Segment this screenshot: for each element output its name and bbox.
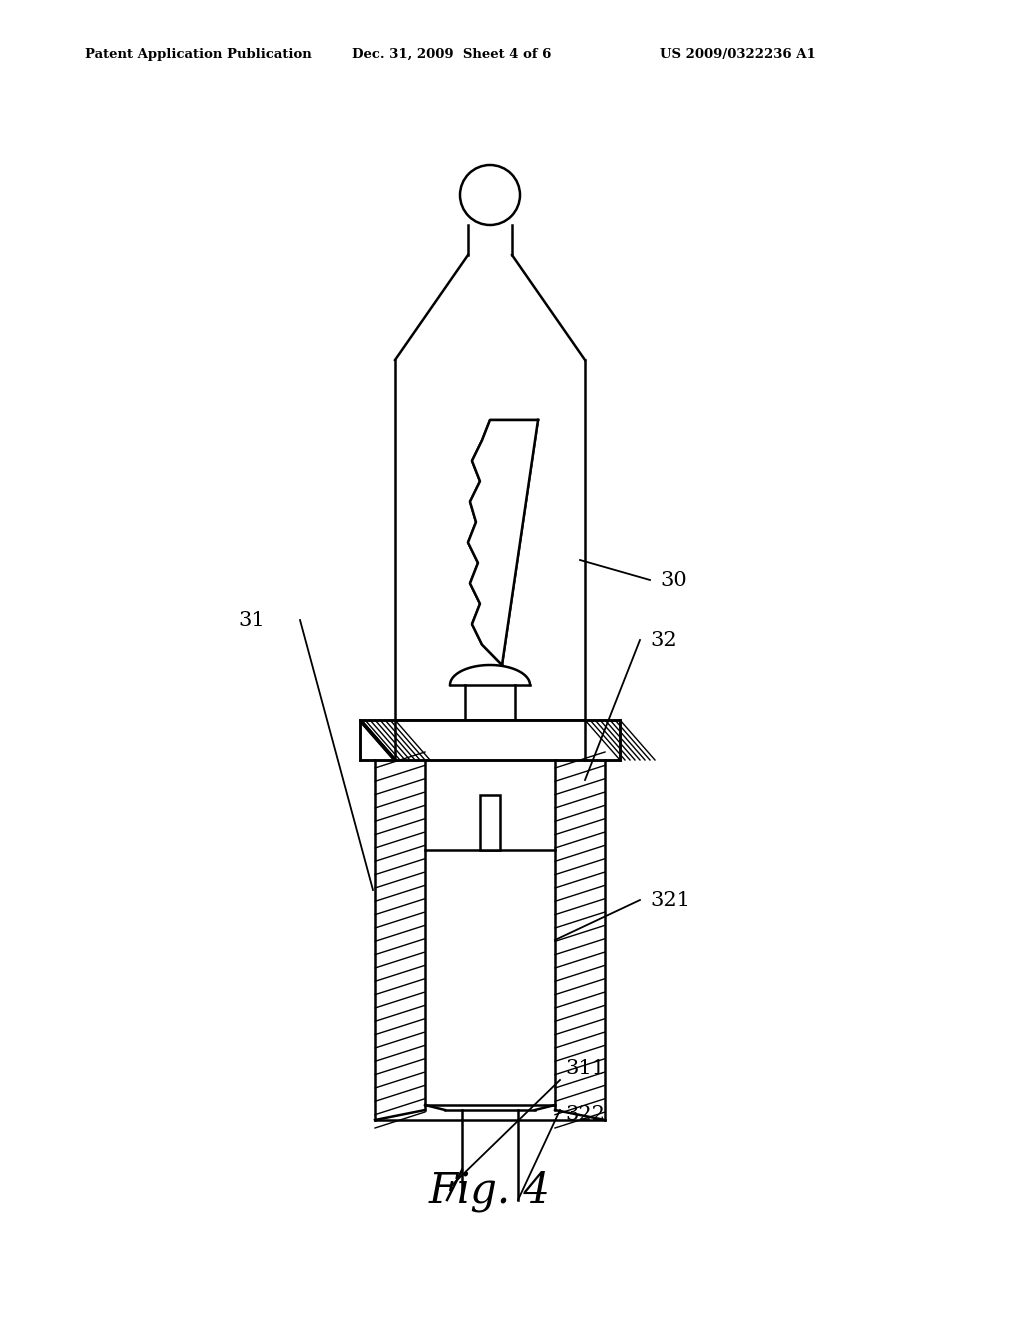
Polygon shape — [468, 420, 538, 665]
Bar — [480, 795, 500, 850]
Text: Patent Application Publication: Patent Application Publication — [85, 48, 311, 61]
Text: 311: 311 — [565, 1059, 605, 1077]
Text: 321: 321 — [650, 891, 690, 909]
Text: US 2009/0322236 A1: US 2009/0322236 A1 — [660, 48, 816, 61]
Text: 30: 30 — [660, 570, 687, 590]
Text: 32: 32 — [650, 631, 677, 649]
Text: Dec. 31, 2009  Sheet 4 of 6: Dec. 31, 2009 Sheet 4 of 6 — [352, 48, 551, 61]
Bar — [360, 719, 620, 760]
Text: Fig. 4: Fig. 4 — [429, 1170, 551, 1212]
Text: 31: 31 — [239, 610, 265, 630]
Text: 322: 322 — [565, 1106, 605, 1125]
